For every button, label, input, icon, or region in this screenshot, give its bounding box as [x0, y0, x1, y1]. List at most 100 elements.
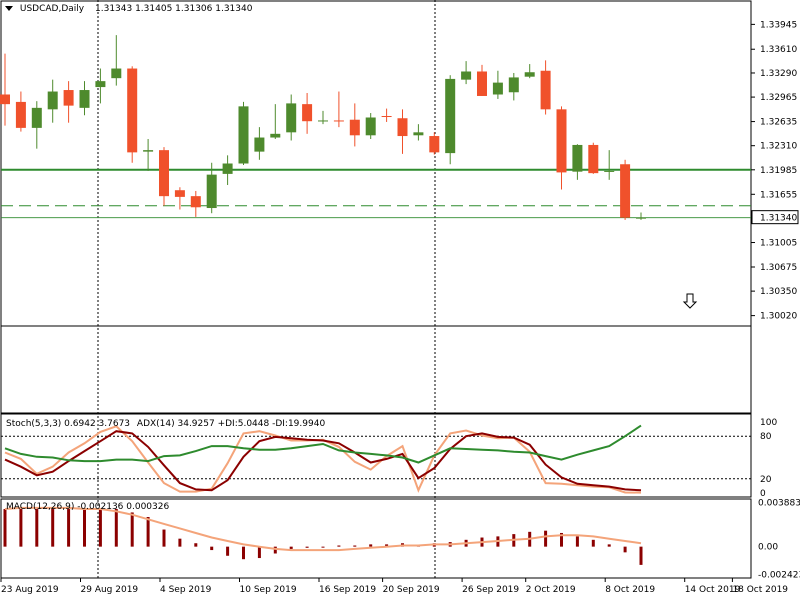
stoch-adx-label: Stoch(5,3,3) 0.6942 3.7673 ADX(14) 34.92…: [6, 419, 325, 429]
macd-tick-label: -0.002423: [758, 570, 800, 580]
bull-candle: [111, 68, 122, 79]
bear-candle: [0, 94, 10, 105]
time-tick-label: 16 Sep 2019: [319, 585, 376, 595]
bear-candle: [620, 164, 631, 218]
bull-candle: [461, 71, 472, 80]
macd-label-text: MACD(12,26,9) -0.002136 0.000326: [6, 502, 170, 512]
time-tick-label: 4 Sep 2019: [160, 585, 212, 595]
down-arrow-icon: [682, 293, 698, 309]
bear-candle: [127, 68, 138, 153]
time-tick-label: 23 Aug 2019: [1, 585, 59, 595]
price-tick-label: 1.32965: [760, 93, 797, 103]
stoch-tick-label: 100: [760, 418, 777, 428]
macd-tick-label: 0.003883: [758, 498, 800, 508]
bear-candle: [349, 119, 360, 136]
pane-frame: [0, 498, 752, 579]
bear-candle: [381, 116, 392, 118]
bull-candle: [79, 90, 90, 108]
chart-extras: [682, 293, 698, 309]
bull-candle: [604, 170, 615, 172]
bull-candle: [524, 72, 535, 77]
bear-candle: [556, 109, 567, 173]
bull-candle: [365, 117, 376, 136]
bear-candle: [190, 196, 201, 208]
bear-candle: [302, 104, 313, 122]
price-tick-label: 1.31005: [760, 239, 797, 249]
time-tick-label: 20 Sep 2019: [383, 585, 440, 595]
current-price-label: 1.31340: [760, 214, 797, 224]
time-tick-label: 26 Sep 2019: [462, 585, 519, 595]
empty-pane-frame: [0, 325, 752, 414]
symbol-timeframe: USDCAD,Daily: [19, 4, 85, 14]
price-tick-label: 1.32310: [760, 142, 797, 152]
price-tick-label: 1.31985: [760, 166, 797, 176]
bear-candle: [333, 120, 344, 122]
price-tick-label: 1.30675: [760, 263, 797, 273]
stoch-tick-label: 80: [760, 432, 772, 442]
price-tick-label: 1.33290: [760, 69, 797, 79]
chart-header: USDCAD,Daily 1.31343 1.31405 1.31306 1.3…: [5, 4, 252, 14]
time-tick-label: 29 Aug 2019: [81, 585, 139, 595]
bear-candle: [159, 150, 169, 197]
price-tick-label: 1.30350: [760, 287, 797, 297]
current-price-box: [751, 210, 799, 225]
pane-frame: [0, 0, 752, 327]
pane-frames: [0, 0, 752, 579]
candles[interactable]: [0, 35, 646, 220]
bull-candle: [636, 217, 646, 219]
time-axis: 23 Aug 2019 29 Aug 2019 4 Sep 2019 10 Sep 2…: [0, 578, 788, 595]
bull-candle: [572, 144, 583, 172]
bull-candle: [31, 107, 42, 128]
adx-line: [4, 424, 642, 464]
ohlc-values: 1.31343 1.31405 1.31306 1.31340: [95, 4, 253, 14]
price-axis: 1.33945 1.33610 1.33290 1.32965 1.32635 1.323…: [751, 20, 799, 322]
bull-candle: [47, 91, 58, 110]
bear-candle: [15, 101, 26, 128]
bull-candle: [254, 137, 265, 152]
macd-signal-line: [4, 506, 642, 552]
bull-candle: [286, 103, 297, 133]
adx-label: ADX(14) 34.9257 +DI:5.0448 -DI:19.9940: [136, 419, 326, 429]
macd-pane: 0.003883 0.00 -0.002423: [3, 498, 800, 580]
time-tick-label: 8 Oct 2019: [605, 585, 655, 595]
price-tick-label: 1.33945: [760, 20, 797, 30]
price-tick-label: 1.33610: [760, 45, 797, 55]
bull-candle: [222, 163, 233, 174]
stoch-adx-pane: 100 80 20 0: [1, 418, 777, 499]
time-tick-label: 2 Oct 2019: [526, 585, 576, 595]
bear-candle: [174, 190, 185, 197]
bull-candle: [238, 106, 249, 164]
bear-candle: [429, 136, 440, 153]
dropdown-arrow-icon[interactable]: [5, 6, 13, 11]
pane-frame: [0, 413, 752, 498]
time-tick-label: 10 Sep 2019: [240, 585, 297, 595]
vertical-grid: [97, 0, 436, 580]
time-tick-label: 14 Oct 2019: [685, 585, 741, 595]
bull-candle: [270, 133, 281, 138]
bull-candle: [508, 77, 519, 93]
bull-candle: [143, 150, 154, 152]
bear-candle: [63, 90, 74, 106]
stoch-tick-label: 20: [760, 475, 772, 485]
bear-candle: [397, 118, 408, 137]
stoch-main-line: [4, 430, 642, 492]
bull-candle: [206, 174, 217, 209]
time-tick-label: 18 Oct 2019: [732, 585, 788, 595]
bear-candle: [540, 70, 551, 110]
bull-candle: [318, 120, 328, 122]
price-levels[interactable]: [1, 168, 751, 219]
bull-candle: [492, 82, 503, 95]
bear-candle: [588, 144, 599, 174]
macd-label: MACD(12,26,9) -0.002136 0.000326: [6, 502, 169, 512]
bull-candle: [445, 78, 456, 154]
bear-candle: [477, 71, 487, 96]
bull-candle: [413, 132, 424, 136]
price-tick-label: 1.32635: [760, 118, 797, 128]
bull-candle: [95, 81, 106, 88]
down-arrow-shape: [682, 293, 698, 309]
macd-tick-label: 0.00: [758, 543, 778, 553]
price-tick-label: 1.30020: [760, 312, 797, 322]
price-tick-label: 1.31655: [760, 190, 797, 200]
stoch-label: Stoch(5,3,3) 0.6942 3.7673: [6, 419, 131, 429]
